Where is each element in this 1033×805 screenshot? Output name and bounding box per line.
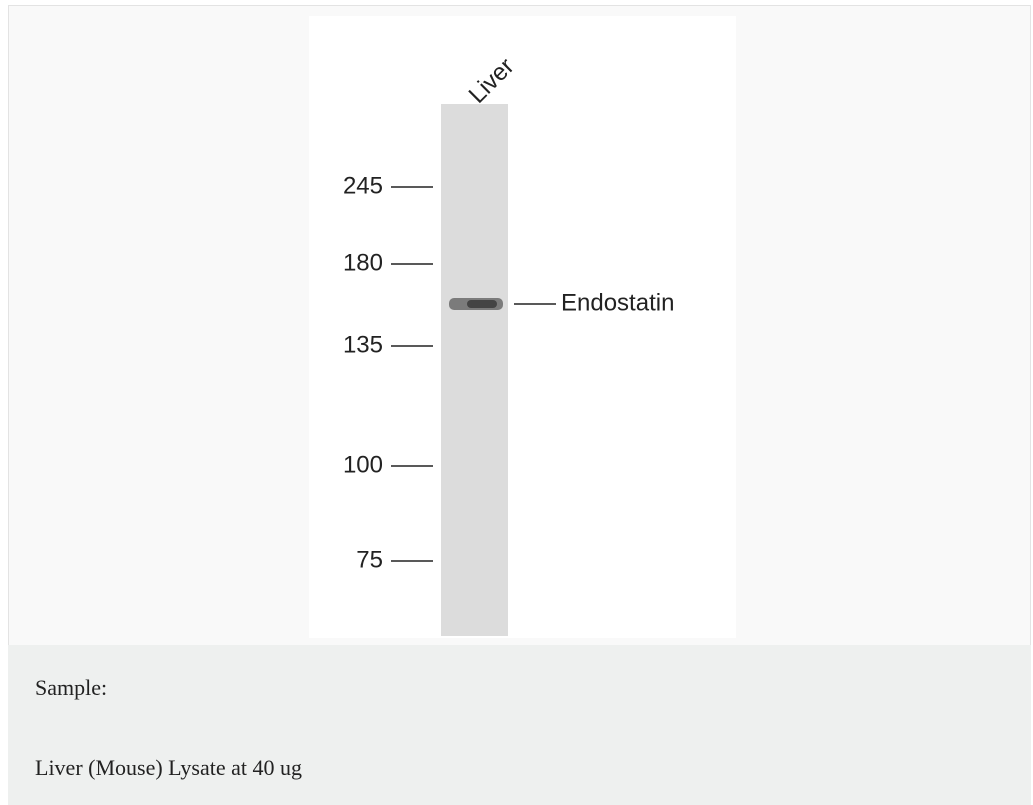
blot-background [309, 16, 736, 638]
band-label: Endostatin [561, 289, 674, 316]
marker-label: 100 [343, 451, 383, 478]
marker-label: 245 [343, 172, 383, 199]
page: Liver Endostatin 24518013510075 Sample: … [0, 0, 1033, 805]
lane [441, 104, 508, 636]
caption: Sample: Liver (Mouse) Lysate at 40 ug [8, 645, 1031, 805]
caption-heading: Sample: [35, 675, 107, 701]
marker-label: 180 [343, 249, 383, 276]
marker-label: 75 [356, 546, 383, 573]
caption-text: Liver (Mouse) Lysate at 40 ug [35, 755, 302, 781]
marker-label: 135 [343, 331, 383, 358]
band [449, 298, 503, 310]
